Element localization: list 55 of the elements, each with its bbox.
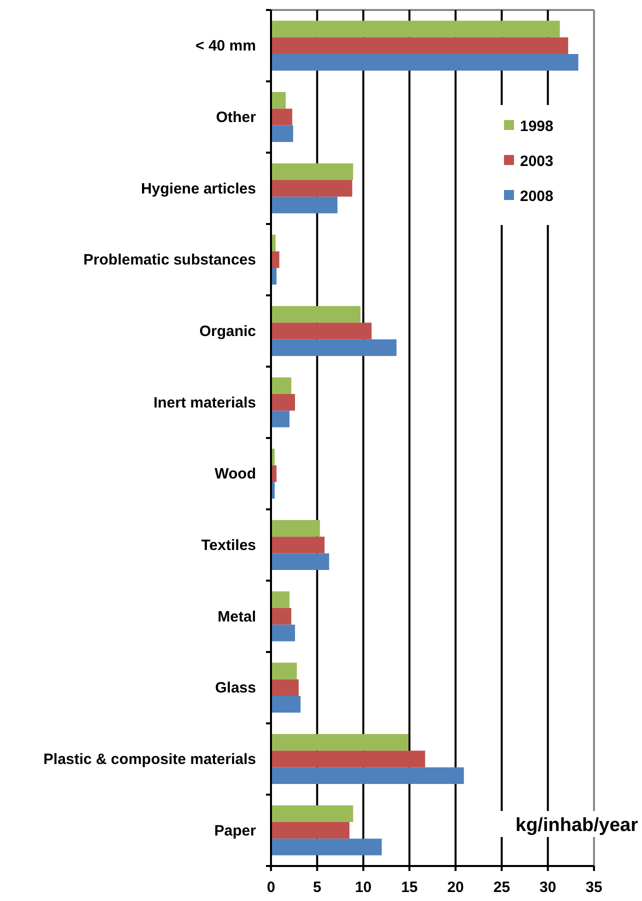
legend-label: 2008: [520, 188, 554, 205]
bar: [271, 608, 292, 625]
x-tick-label: 35: [586, 879, 602, 896]
bar: [271, 624, 295, 642]
y-tick-label: Paper: [214, 822, 256, 840]
bar: [271, 520, 320, 537]
bar: [271, 767, 464, 784]
bar: [271, 339, 397, 356]
y-tick-label: Other: [216, 109, 256, 126]
bar: [271, 20, 560, 38]
x-tick-label: 10: [354, 879, 372, 896]
bar: [271, 679, 299, 696]
y-tick-label: Metal: [218, 608, 256, 626]
bar: [271, 180, 352, 197]
bar: [271, 734, 409, 751]
bar: [271, 108, 292, 126]
bar: [271, 805, 354, 822]
x-tick-label: 20: [447, 879, 464, 896]
y-tick-label: Glass: [215, 680, 256, 697]
bar: [271, 163, 354, 180]
bar: [271, 37, 568, 54]
y-tick-label: Inert materials: [153, 394, 256, 412]
bar: [271, 591, 290, 608]
y-tick-label: Problematic substances: [83, 252, 256, 269]
bar: [271, 306, 361, 323]
bar: [271, 394, 295, 411]
bar: [271, 196, 338, 214]
x-tick-label: 5: [312, 879, 322, 896]
y-tick-label: Organic: [199, 323, 256, 340]
bar: [271, 125, 294, 142]
bar: [271, 553, 330, 570]
bar: [271, 54, 578, 71]
x-tick-label: 15: [401, 879, 418, 896]
y-tick-label: Hygiene articles: [140, 180, 256, 198]
y-tick-label: < 40 mm: [196, 38, 256, 55]
y-tick-label: Textiles: [201, 537, 256, 554]
bar: [271, 838, 382, 856]
x-tick-label: 25: [493, 879, 510, 896]
y-tick-label: Wood: [214, 466, 256, 483]
legend-label: 1998: [520, 118, 554, 135]
y-tick-label: Plastic & composite materials: [43, 751, 256, 768]
bar: [271, 662, 297, 680]
bar: [271, 750, 426, 768]
bar: [271, 696, 301, 713]
x-tick-label: 0: [266, 879, 276, 896]
x-tick-label: 30: [540, 879, 556, 896]
legend-label: 2003: [520, 153, 554, 170]
bar: [271, 322, 372, 340]
bar: [271, 377, 292, 394]
x-axis-title: kg/inhab/year: [516, 815, 639, 836]
bar: [271, 822, 350, 839]
bar: [271, 410, 290, 428]
bar: [271, 251, 280, 268]
bar: [271, 92, 286, 109]
bar: [271, 536, 325, 554]
